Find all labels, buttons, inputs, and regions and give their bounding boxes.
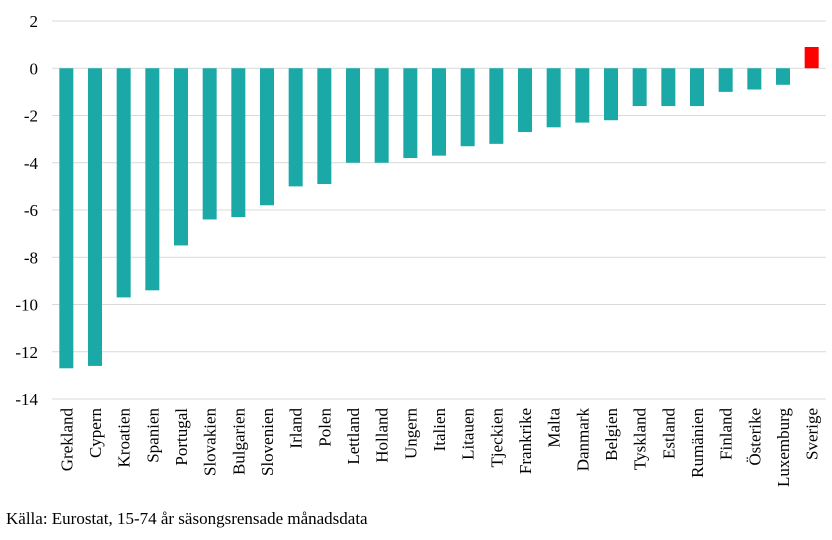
x-tick-label: Cypern (86, 408, 105, 459)
y-tick-label: -6 (24, 201, 38, 220)
x-tick-label: Finland (717, 408, 736, 460)
source-note: Källa: Eurostat, 15-74 år säsongsrensade… (6, 509, 368, 528)
bar-slovenien (260, 68, 274, 206)
x-tick-label: Tyskland (631, 408, 650, 471)
bar-rumänien (690, 68, 704, 107)
y-tick-label: -4 (24, 154, 39, 173)
bar-österike (747, 68, 762, 90)
x-tick-label: Italien (430, 408, 449, 452)
x-tick-label: Irland (287, 408, 306, 449)
bar-litauen (460, 68, 475, 147)
x-tick-label: Österike (745, 408, 764, 466)
x-tick-label: Danmark (573, 408, 592, 472)
bar-irland (288, 68, 303, 187)
x-tick-label: Luxemburg (774, 408, 793, 488)
x-tick-label: Rumänien (688, 408, 707, 478)
bar-finland (718, 68, 733, 92)
bar-frankrike (518, 68, 532, 133)
x-tick-label: Frankrike (516, 408, 535, 474)
bar-italien (432, 68, 446, 156)
bar-kroatien (116, 68, 131, 298)
x-tick-label: Lettland (344, 408, 363, 465)
y-tick-label: 2 (30, 12, 39, 31)
y-tick-label: -2 (24, 107, 38, 126)
bar-spanien (145, 68, 160, 291)
x-tick-label: Ungern (401, 408, 420, 459)
x-tick-label: Sverige (803, 408, 822, 460)
x-tick-label: Bulgarien (229, 408, 248, 476)
bar-tjeckien (489, 68, 504, 144)
x-tick-label: Estland (659, 408, 678, 459)
x-tick-label: Polen (315, 408, 334, 447)
x-tick-label: Belgien (602, 408, 621, 461)
bars (59, 46, 819, 369)
bar-grekland (59, 68, 74, 369)
x-axis-labels: Grekland Cypern Kroatien Spanien Portugal Slo… (57, 408, 821, 488)
bar-polen (317, 68, 332, 185)
y-tick-label: -12 (15, 343, 38, 362)
bar-cypern (88, 68, 102, 366)
bar-estland (661, 68, 676, 107)
y-tick-label: -8 (24, 248, 38, 267)
x-tick-label: Kroatien (115, 408, 134, 468)
x-tick-label: Tjeckien (487, 408, 506, 468)
y-tick-label: -14 (15, 390, 38, 409)
x-tick-label: Slovenien (258, 408, 277, 476)
bar-danmark (575, 68, 590, 123)
x-tick-label: Spanien (143, 408, 162, 463)
bar-bulgarien (231, 68, 246, 218)
bar-sverige (804, 46, 819, 69)
bar-portugal (174, 68, 188, 246)
y-tick-label: 0 (30, 59, 39, 78)
bar-tyskland (632, 68, 647, 107)
bar-ungern (403, 68, 418, 159)
x-tick-label: Slovakien (201, 408, 220, 476)
bar-malta (546, 68, 561, 128)
bar-belgien (604, 68, 618, 121)
x-tick-label: Holland (373, 408, 392, 463)
bar-slovakien (202, 68, 217, 220)
x-tick-label: Malta (545, 408, 564, 448)
x-tick-label: Litauen (459, 408, 478, 460)
y-tick-label: -10 (15, 296, 38, 315)
bar-holland (374, 68, 389, 163)
bar-luxemburg (776, 68, 790, 85)
x-tick-label: Grekland (57, 408, 76, 472)
y-axis-ticks: 2 0 -2 -4 -6 -8 -10 -12 -14 (15, 12, 38, 409)
x-tick-label: Portugal (172, 408, 191, 466)
bar-lettland (346, 68, 360, 163)
